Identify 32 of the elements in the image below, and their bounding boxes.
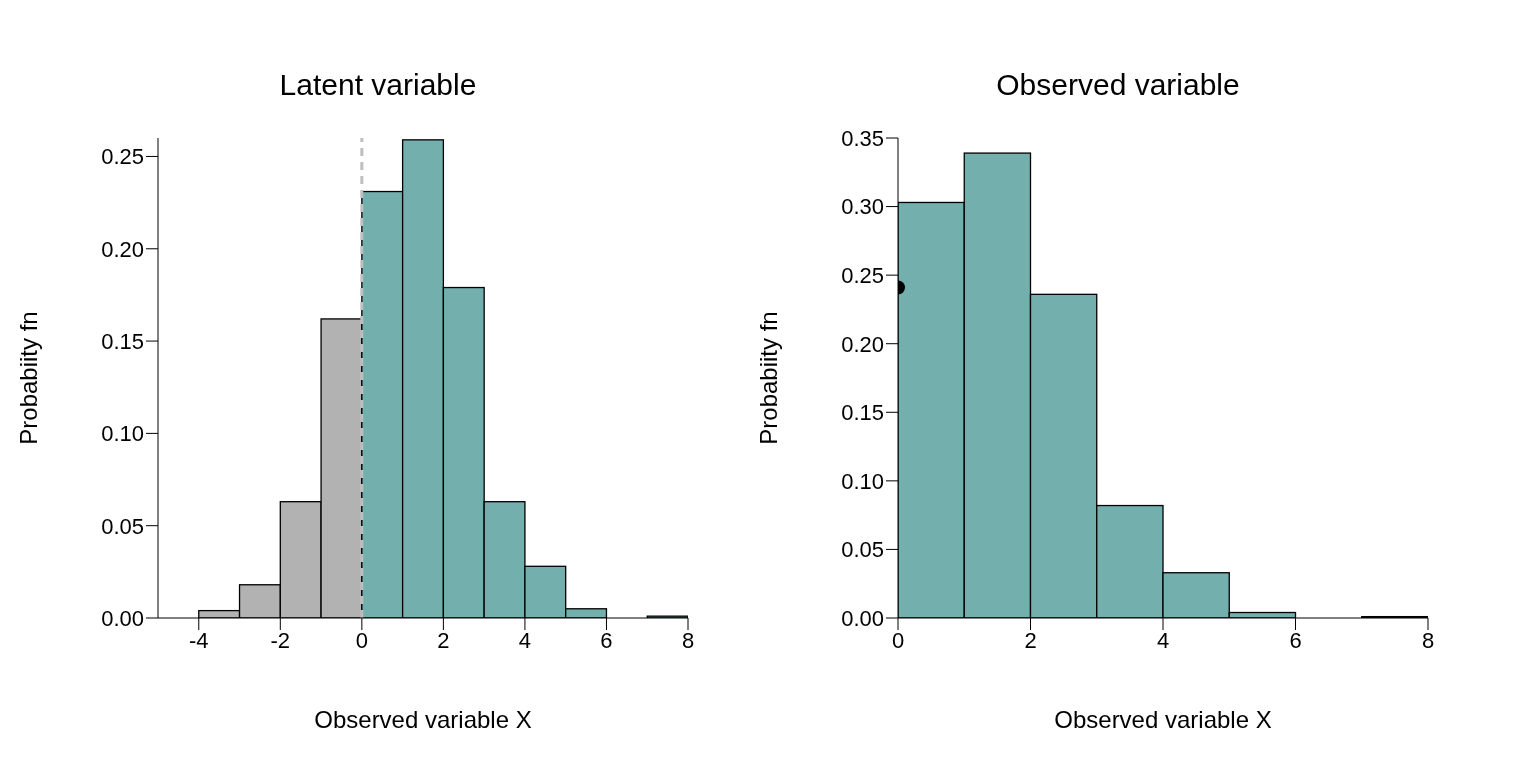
y-tick-label: 0.30 <box>841 194 884 220</box>
x-tick-label: 4 <box>1156 627 1170 653</box>
x-tick-label: 2 <box>437 627 450 653</box>
x-tick-label: 0 <box>891 627 905 653</box>
x-tick-label: -2 <box>270 627 291 653</box>
x-tick-label: 6 <box>600 627 613 653</box>
y-tick-label: 0.25 <box>101 144 144 170</box>
x-tick-label: 6 <box>1289 627 1302 653</box>
x-tick-label: -4 <box>188 627 209 653</box>
y-tick-label: 0.20 <box>841 331 884 357</box>
y-tick-label: 0.00 <box>101 605 144 631</box>
y-tick-label: 0.05 <box>841 537 884 563</box>
y-axis-title: Probabiity fn <box>14 311 42 445</box>
y-tick-label: 0.35 <box>841 125 884 151</box>
y-tick-label: 0.15 <box>841 400 884 426</box>
y-tick-label: 0.00 <box>841 605 884 631</box>
chart-title: Latent variable <box>278 67 478 103</box>
x-tick-label: 8 <box>681 627 695 653</box>
y-tick-label: 0.10 <box>101 421 144 447</box>
x-axis-title: Observed variable X <box>314 706 532 733</box>
y-axis-title: Probabiity fn <box>754 311 782 445</box>
y-tick-label: 0.20 <box>101 236 144 262</box>
y-tick-label: 0.25 <box>841 262 884 288</box>
x-tick-label: 0 <box>355 627 368 653</box>
y-tick-label: 0.05 <box>101 513 144 539</box>
chart-title: Observed variable <box>996 68 1240 101</box>
x-tick-label: 8 <box>1421 627 1435 653</box>
x-tick-label: 2 <box>1024 627 1037 653</box>
y-tick-label: 0.10 <box>841 468 884 494</box>
y-tick-label: 0.15 <box>101 328 144 354</box>
x-axis-title: Observed variable X <box>1054 706 1272 733</box>
x-tick-label: 4 <box>518 627 532 653</box>
